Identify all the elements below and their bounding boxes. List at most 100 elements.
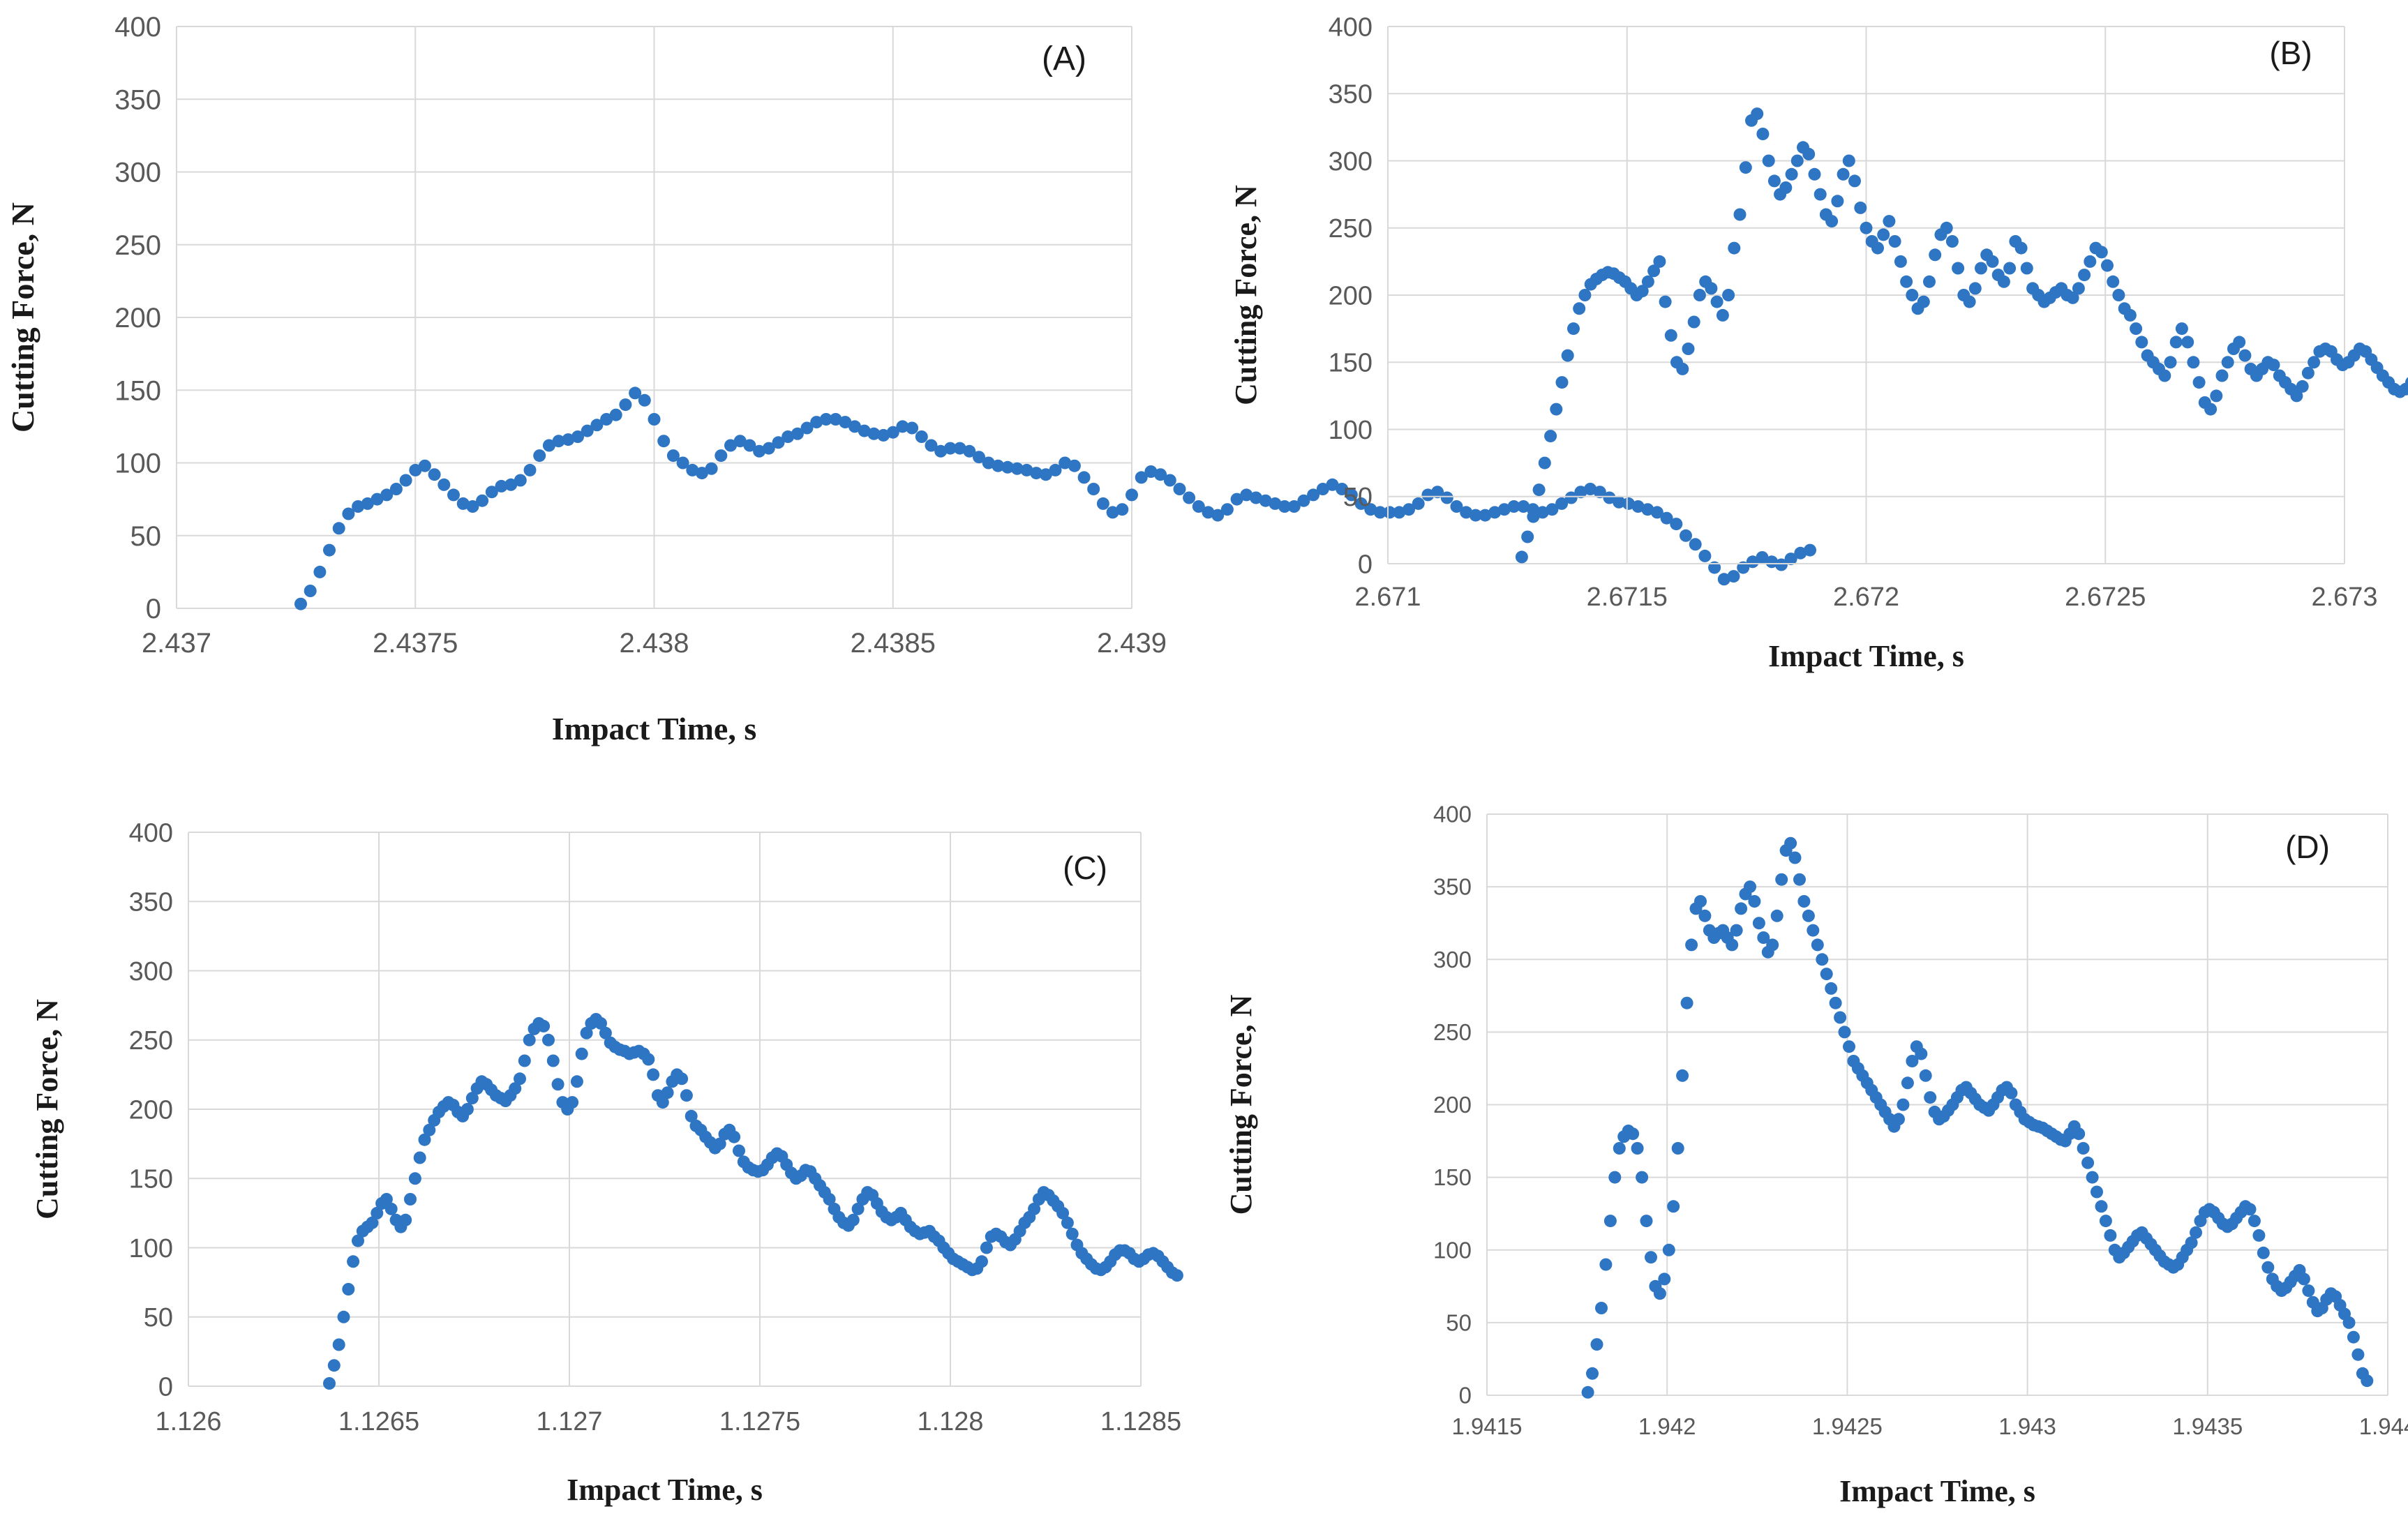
data-point	[1622, 497, 1635, 510]
data-point	[342, 507, 355, 520]
data-point	[562, 433, 575, 446]
data-point	[2099, 1215, 2112, 1228]
data-point	[1748, 895, 1761, 908]
y-tick-label: 200	[114, 303, 161, 333]
data-point	[337, 1310, 350, 1323]
data-point	[1574, 486, 1587, 499]
data-point	[304, 585, 317, 597]
data-point	[342, 1283, 355, 1296]
data-point	[1640, 1215, 1653, 1228]
data-point	[2158, 369, 2171, 382]
data-point	[1660, 511, 1673, 525]
data-point	[1603, 1215, 1617, 1228]
data-point	[2252, 1229, 2266, 1242]
data-point	[476, 494, 489, 507]
data-point	[371, 1206, 384, 1219]
data-point	[2351, 1348, 2365, 1361]
data-point	[1766, 938, 1779, 952]
data-point	[2297, 1272, 2310, 1286]
data-point	[675, 1072, 689, 1086]
data-point	[1860, 221, 1873, 234]
x-tick-label: 1.9435	[2172, 1413, 2243, 1439]
x-tick-label: 2.4375	[373, 628, 458, 659]
data-point	[1808, 167, 1821, 181]
data-point	[1345, 488, 1358, 502]
data-point	[1770, 909, 1783, 922]
data-point	[1689, 538, 1702, 551]
data-point	[2302, 1284, 2315, 1298]
data-point	[2101, 259, 2114, 272]
data-point	[1756, 551, 1769, 564]
data-point	[1469, 509, 1482, 522]
y-tick-label: 400	[1433, 802, 1472, 827]
data-point	[1590, 1338, 1603, 1351]
data-point	[418, 1133, 431, 1146]
data-point	[523, 463, 537, 476]
y-tick-label: 300	[1433, 947, 1472, 972]
data-point	[1183, 491, 1196, 504]
data-point	[409, 463, 422, 476]
data-point	[1647, 264, 1661, 278]
data-point	[743, 439, 756, 452]
data-point	[1507, 500, 1520, 513]
x-tick-label: 2.437	[142, 628, 211, 659]
data-point	[1211, 509, 1225, 522]
y-tick-label: 300	[114, 158, 161, 188]
data-point	[1278, 500, 1291, 513]
data-point	[686, 463, 699, 476]
y-tick-label: 50	[144, 1303, 173, 1332]
data-point	[1670, 518, 1683, 531]
data-point	[1685, 938, 1698, 952]
data-point	[2095, 246, 2108, 259]
data-point	[1694, 895, 1707, 908]
data-point	[647, 1068, 660, 1081]
data-point	[724, 439, 737, 452]
data-point	[542, 1033, 555, 1046]
data-point	[570, 1075, 583, 1088]
x-tick-label: 1.942	[1638, 1413, 1696, 1439]
data-point	[2095, 1200, 2108, 1213]
data-point	[896, 420, 909, 433]
data-series	[1581, 836, 2374, 1399]
x-tick-label: 1.943	[1998, 1413, 2056, 1439]
data-point	[1039, 468, 1052, 481]
x-tick-label: 1.126	[155, 1407, 221, 1436]
data-point	[1154, 468, 1167, 481]
data-point	[1581, 1385, 1594, 1399]
data-point	[1716, 308, 1729, 322]
data-point	[1460, 506, 1473, 519]
data-point	[2014, 241, 2028, 255]
data-point	[713, 1137, 726, 1150]
data-point	[323, 1377, 336, 1390]
data-point	[423, 1123, 436, 1136]
data-point	[848, 420, 861, 433]
data-point	[1756, 128, 1770, 140]
x-tick-label: 2.672	[1833, 583, 1899, 612]
data-point	[504, 478, 518, 491]
data-point	[2267, 359, 2280, 372]
y-tick-label: 200	[1433, 1092, 1472, 1118]
data-point	[1230, 493, 1243, 506]
data-point	[1793, 873, 1806, 886]
data-point	[294, 597, 307, 610]
data-point	[590, 419, 604, 432]
data-point	[992, 459, 1005, 472]
data-point	[408, 1172, 421, 1185]
data-point	[1532, 483, 1546, 497]
data-point	[1544, 430, 1557, 443]
data-point	[509, 1082, 522, 1095]
data-point	[599, 1026, 612, 1039]
data-point	[533, 449, 546, 463]
data-point	[1802, 909, 1815, 922]
data-point	[2003, 262, 2017, 275]
data-point	[1595, 1302, 1608, 1314]
data-point	[685, 1109, 698, 1122]
data-point	[1968, 282, 1982, 295]
data-point	[1676, 1069, 1689, 1082]
x-tick-label: 2.6715	[1587, 583, 1668, 612]
data-point	[447, 488, 460, 502]
y-tick-label: 100	[1433, 1237, 1472, 1263]
data-point	[1593, 486, 1606, 499]
data-point	[1710, 295, 1723, 308]
